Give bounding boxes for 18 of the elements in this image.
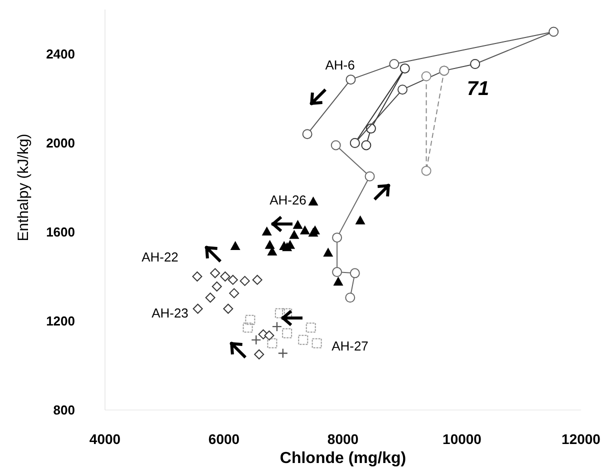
y-tick-label: 1600 — [46, 224, 75, 240]
x-tick-label: 6000 — [208, 431, 240, 447]
x-tick-label: 4000 — [89, 431, 121, 447]
x-tick-label: 12000 — [562, 431, 601, 447]
x-axis-title: Chlonde (mg/kg) — [280, 450, 406, 467]
annotation: AH-23 — [152, 306, 188, 321]
annotation: AH-22 — [142, 250, 178, 265]
y-tick-label: 1200 — [46, 314, 75, 329]
x-tick-label: 8000 — [327, 431, 359, 447]
y-tick-label: 800 — [53, 402, 75, 418]
annotation: 71 — [466, 78, 490, 100]
y-tick-label: 2000 — [46, 136, 75, 151]
y-axis-title: Enthalpy (kJ/kg) — [15, 134, 32, 242]
annotation: AH-27 — [332, 338, 368, 354]
annotation: AH-26 — [270, 192, 306, 208]
x-tick-label: 10000 — [442, 431, 482, 447]
y-tick-label: 2400 — [46, 46, 75, 62]
annotation: AH-6 — [325, 58, 355, 73]
